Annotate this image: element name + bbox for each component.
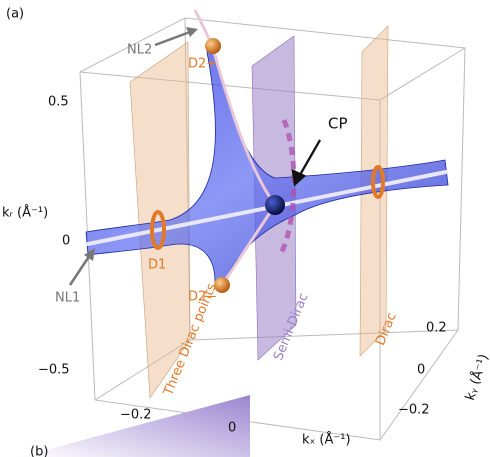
annotation: NL1 [55,291,80,306]
axis-label: kᵧ (Å⁻¹) [462,352,490,402]
tick-label: 0 [228,421,236,436]
tick-label: 0.2 [426,321,447,336]
ring-dirac [371,165,385,199]
panel-b-preview [20,395,250,457]
sphere-d2-minus [214,277,230,293]
tick-label: −0.2 [398,403,430,418]
sphere-d2-plus [205,38,221,54]
annotation: D2− [188,290,217,305]
axis-label: kᵣ (Å⁻¹) [2,205,48,221]
next-panel-label: (b) [30,445,48,457]
axis-label: kₓ (Å⁻¹) [302,432,351,448]
critical-line [277,119,297,257]
panel-label: (a) [6,7,24,22]
tick-label: −0.5 [38,363,70,378]
ring-d1 [150,210,166,250]
annotation: NL2 [127,43,152,58]
annotation: CP [328,115,348,133]
plane-left [129,41,191,399]
tick-label: 0 [417,363,425,378]
tick-label: −0.2 [120,408,152,423]
tick-label: 0.5 [48,95,69,110]
annotation: D2+ [188,57,217,72]
sphere-cp [265,195,285,215]
cp-arrow [296,139,321,181]
tick-label: 0 [62,234,70,249]
annotation: D1 [148,258,166,273]
